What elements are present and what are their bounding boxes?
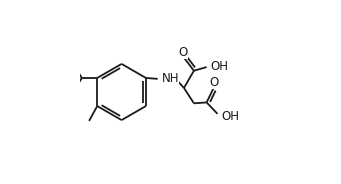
- Text: OH: OH: [211, 60, 229, 73]
- Text: NH: NH: [162, 72, 179, 85]
- Text: O: O: [178, 46, 188, 59]
- Text: OH: OH: [222, 110, 240, 123]
- Text: O: O: [210, 76, 219, 89]
